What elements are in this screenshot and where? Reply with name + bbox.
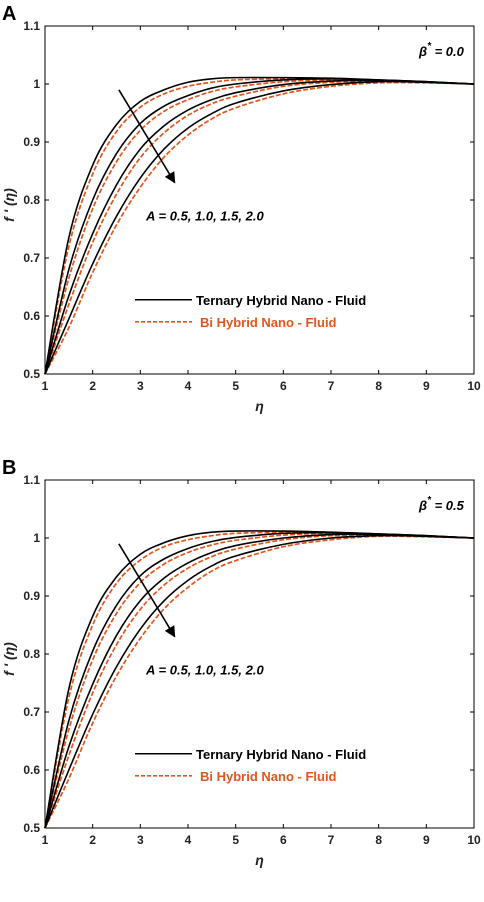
x-tick-label: 8 — [375, 379, 382, 393]
x-tick-label: 3 — [137, 379, 144, 393]
y-tick-label: 1 — [33, 77, 40, 91]
legend-label-bi: Bi Hybrid Nano - Fluid — [200, 315, 337, 330]
x-tick-label: 9 — [423, 833, 430, 847]
bi-hybrid-curve-a-1 — [44, 79, 475, 375]
y-tick-label: 0.5 — [23, 821, 40, 835]
trend-arrow — [118, 543, 176, 638]
beta-annotation: β* = 0.0 — [418, 41, 465, 59]
y-tick-label: 0.9 — [23, 135, 40, 149]
x-tick-label: 9 — [423, 379, 430, 393]
x-tick-label: 1 — [42, 833, 49, 847]
panel-letter: B — [2, 457, 16, 479]
ternary-hybrid-curve-a-1-5 — [44, 79, 475, 375]
x-tick-label: 7 — [328, 833, 335, 847]
beta-superscript: * — [427, 495, 432, 506]
x-tick-label: 5 — [232, 379, 239, 393]
x-tick-label: 3 — [137, 833, 144, 847]
y-tick-label: 1 — [33, 531, 40, 545]
x-tick-label: 4 — [185, 833, 192, 847]
y-tick-label: 0.6 — [23, 763, 40, 777]
beta-value: = 0.5 — [431, 498, 465, 513]
beta-superscript: * — [427, 41, 432, 52]
ternary-hybrid-curve-a-1-5 — [44, 533, 475, 829]
x-tick-label: 10 — [467, 379, 481, 393]
bi-hybrid-curve-a-2 — [44, 81, 475, 375]
ternary-hybrid-curve-a-2 — [44, 534, 475, 829]
y-tick-label: 0.8 — [23, 193, 40, 207]
y-tick-label: 0.7 — [23, 251, 40, 265]
bi-hybrid-curve-a-0-5 — [44, 77, 475, 375]
x-tick-label: 10 — [467, 833, 481, 847]
x-tick-label: 1 — [42, 379, 49, 393]
x-tick-label: 7 — [328, 379, 335, 393]
x-tick-label: 6 — [280, 379, 287, 393]
x-tick-label: 5 — [232, 833, 239, 847]
y-tick-label: 0.7 — [23, 705, 40, 719]
y-tick-label: 0.5 — [23, 367, 40, 381]
x-axis-label: η — [255, 398, 264, 414]
beta-annotation: β* = 0.5 — [418, 495, 465, 513]
beta-value: = 0.0 — [431, 44, 465, 59]
x-tick-label: 6 — [280, 833, 287, 847]
panel-b: B 1 2 3 4 5 6 7 8 9 10 0.5 0.6 0.7 0.8 0.9 1 1.1 η f ' (η) β… — [1, 457, 481, 868]
legend-label-ternary: Ternary Hybrid Nano - Fluid — [196, 293, 366, 308]
y-tick-label: 0.8 — [23, 647, 40, 661]
bi-hybrid-curve-a-2 — [44, 535, 475, 829]
beta-symbol: β — [418, 498, 427, 513]
x-axis-label: η — [255, 852, 264, 868]
x-tick-label: 2 — [89, 379, 96, 393]
y-tick-label: 1.1 — [23, 19, 40, 33]
panel-letter: A — [2, 3, 16, 25]
x-tick-label: 8 — [375, 833, 382, 847]
x-tick-label: 2 — [89, 833, 96, 847]
y-tick-label: 0.6 — [23, 309, 40, 323]
arrow-label: A = 0.5, 1.0, 1.5, 2.0 — [145, 208, 264, 223]
ternary-hybrid-curve-a-2 — [44, 80, 475, 375]
trend-arrow — [118, 89, 176, 184]
y-axis-label: f ' (η) — [1, 188, 17, 222]
y-tick-label: 1.1 — [23, 473, 40, 487]
x-tick-label: 4 — [185, 379, 192, 393]
y-axis-label: f ' (η) — [1, 642, 17, 676]
beta-symbol: β — [418, 44, 427, 59]
legend-label-ternary: Ternary Hybrid Nano - Fluid — [196, 747, 366, 762]
y-tick-label: 0.9 — [23, 589, 40, 603]
panel-a: A 1 2 3 4 5 6 7 8 9 10 0.5 0.6 0.7 0.8 0.9 1 1.1 η f ' (η) β… — [1, 3, 481, 414]
bi-hybrid-curve-a-1-5 — [44, 80, 475, 375]
legend-label-bi: Bi Hybrid Nano - Fluid — [200, 769, 337, 784]
arrow-label: A = 0.5, 1.0, 1.5, 2.0 — [145, 662, 264, 677]
